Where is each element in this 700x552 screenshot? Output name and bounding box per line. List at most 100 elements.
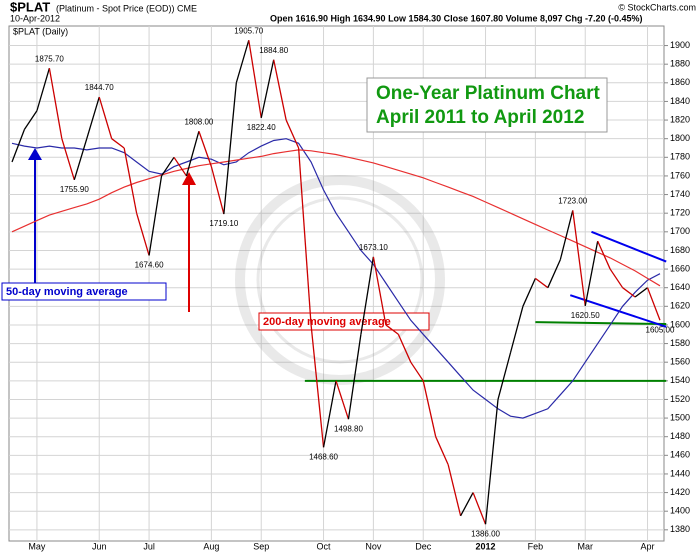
y-tick-label: 1820: [670, 114, 690, 124]
value-label: 1719.10: [209, 219, 238, 228]
date: 10-Apr-2012: [10, 13, 60, 23]
price-segment: [310, 324, 325, 448]
price-segment: [622, 287, 636, 298]
price-segment: [260, 59, 275, 118]
moving-average-line: [11, 138, 661, 419]
value-label: 1605.00: [646, 325, 675, 334]
y-tick-label: 1620: [670, 301, 690, 311]
y-tick-label: 1780: [670, 152, 690, 162]
price-segment: [347, 334, 362, 420]
price-segment: [335, 380, 350, 420]
trend-line: [535, 321, 667, 326]
annotation: 200-day moving average: [263, 316, 391, 328]
x-tick-label: May: [28, 541, 46, 551]
description: (Platinum - Spot Price (EOD)) CME: [56, 3, 197, 13]
price-segment: [547, 259, 561, 288]
value-label: 1755.90: [60, 185, 89, 194]
y-tick-label: 1860: [670, 77, 690, 87]
value-label: 1844.70: [85, 83, 114, 92]
price-segment: [36, 68, 51, 111]
value-label: 1884.80: [259, 46, 288, 55]
symbol: $PLAT: [10, 0, 50, 14]
price-segment: [372, 256, 387, 326]
y-tick-label: 1880: [670, 59, 690, 69]
price-segment: [23, 110, 38, 130]
price-segment: [447, 464, 462, 517]
price-segment: [559, 210, 574, 260]
value-label: 1822.40: [247, 123, 276, 132]
y-tick-label: 1420: [670, 487, 690, 497]
price-segment: [634, 287, 648, 298]
price-segment: [410, 361, 424, 382]
value-label: 1498.80: [334, 424, 363, 433]
value-label: 1875.70: [35, 54, 64, 63]
y-tick-label: 1500: [670, 412, 690, 422]
price-segment: [646, 287, 661, 321]
value-label: 1808.00: [184, 117, 213, 126]
trend-line: [591, 230, 667, 263]
price-segment: [497, 352, 512, 400]
x-tick-label: Aug: [203, 541, 219, 551]
moving-average-line: [11, 149, 661, 287]
price-segment: [322, 380, 337, 448]
price-segment: [235, 40, 250, 83]
value-label: 1905.70: [234, 26, 263, 35]
value-label: 1723.00: [558, 197, 587, 206]
value-label: 1386.00: [471, 529, 500, 538]
y-tick-label: 1800: [670, 133, 690, 143]
price-segment: [273, 59, 287, 121]
x-tick-label: Dec: [415, 541, 432, 551]
value-label: 1674.60: [135, 261, 164, 270]
price-segment: [509, 306, 524, 354]
price-segment: [11, 129, 26, 163]
price-segment: [185, 131, 200, 177]
y-tick-label: 1380: [670, 524, 690, 534]
y-tick-label: 1680: [670, 245, 690, 255]
y-tick-label: 1520: [670, 394, 690, 404]
price-segment: [48, 68, 63, 139]
quote: Open 1616.90 High 1634.90 Low 1584.30 Cl…: [270, 13, 643, 23]
x-tick-label: Jun: [92, 541, 107, 551]
y-tick-label: 1580: [670, 338, 690, 348]
price-segment: [597, 240, 611, 270]
y-tick-label: 1700: [670, 226, 690, 236]
x-tick-label: Nov: [365, 541, 382, 551]
y-tick-label: 1840: [670, 96, 690, 106]
y-tick-label: 1660: [670, 263, 690, 273]
price-segment: [61, 138, 75, 180]
x-tick-label: Mar: [577, 541, 593, 551]
y-tick-label: 1740: [670, 189, 690, 199]
price-segment: [285, 119, 300, 149]
price-segment: [572, 210, 586, 306]
price-segment: [248, 40, 262, 118]
annotation: 50-day moving average: [6, 286, 128, 298]
price-segment: [609, 268, 624, 289]
price-segment: [297, 147, 312, 325]
price-segment: [223, 82, 237, 215]
y-tick-label: 1480: [670, 431, 690, 441]
price-segment: [160, 156, 175, 177]
y-tick-label: 1540: [670, 375, 690, 385]
y-tick-label: 1900: [670, 40, 690, 50]
price-segment: [360, 256, 375, 335]
y-tick-label: 1440: [670, 468, 690, 478]
y-tick-label: 1760: [670, 170, 690, 180]
price-segment: [198, 131, 212, 167]
title-box: [366, 77, 608, 133]
price-segment: [135, 213, 150, 256]
value-label: 1468.60: [309, 452, 338, 461]
x-tick-label: 2012: [476, 541, 496, 551]
price-segment: [111, 138, 125, 149]
price-segment: [422, 380, 437, 437]
arrow-200: [182, 172, 196, 312]
chart-title: One-Year Platinum Chart: [376, 83, 601, 104]
y-tick-label: 1460: [670, 450, 690, 460]
price-segment: [98, 96, 113, 139]
price-segment: [584, 241, 599, 306]
price-segment: [472, 492, 487, 525]
price-segment: [435, 436, 449, 465]
price-segment: [123, 147, 138, 214]
value-label: 1620.50: [571, 311, 600, 320]
price-segment: [86, 96, 100, 139]
